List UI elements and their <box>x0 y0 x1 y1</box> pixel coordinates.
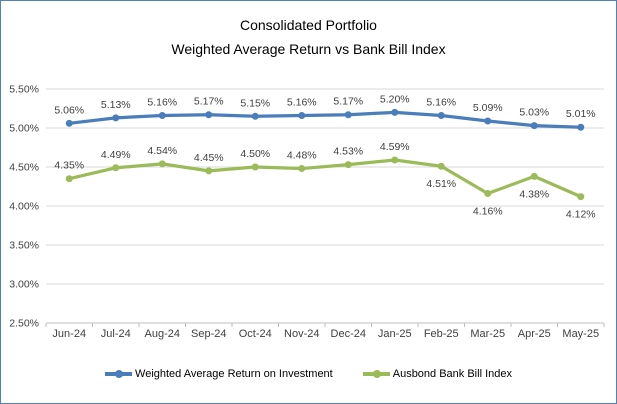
series-line <box>67 158 583 199</box>
data-label: 4.35% <box>54 160 84 172</box>
data-point <box>577 123 585 131</box>
line-chart-plot-area: 5.50% 5.00% 4.50% 4.00% 3.50% 3.00% 2.50% Jun-2… <box>9 84 605 340</box>
data-point <box>391 156 399 164</box>
data-point <box>437 112 445 120</box>
x-axis-label: Nov-24 <box>284 328 319 340</box>
data-label: 5.13% <box>101 99 131 111</box>
chart-legend: Weighted Average Return on Investment Au… <box>1 368 616 380</box>
data-label: 4.45% <box>194 152 224 164</box>
data-label: 5.16% <box>426 97 456 109</box>
data-label: 4.49% <box>101 149 131 161</box>
data-point <box>298 165 306 173</box>
data-point <box>530 172 538 180</box>
data-label: 4.51% <box>426 178 456 190</box>
data-label: 4.12% <box>566 209 596 221</box>
chart-title-line2: Weighted Average Return vs Bank Bill Ind… <box>171 41 446 57</box>
x-axis-label: Oct-24 <box>239 328 272 340</box>
data-label: 5.17% <box>333 96 363 108</box>
data-point <box>437 162 445 170</box>
x-axis-label: Mar-25 <box>470 328 505 340</box>
data-point <box>298 112 306 120</box>
data-label: 5.03% <box>519 107 549 119</box>
y-axis-label: 3.00% <box>9 279 39 291</box>
series-line <box>67 110 583 129</box>
data-point <box>484 117 492 125</box>
green-line-marker-icon <box>362 370 390 378</box>
data-label: 5.01% <box>566 108 596 120</box>
data-label: 5.17% <box>194 96 224 108</box>
y-axis-label: 5.00% <box>9 123 39 135</box>
data-point <box>158 160 166 168</box>
data-point <box>344 161 352 169</box>
legend-label-weighted-average-return: Weighted Average Return on Investment <box>135 368 333 380</box>
data-point <box>205 167 213 175</box>
data-point <box>112 114 120 122</box>
data-label: 5.16% <box>287 97 317 109</box>
data-label: 4.54% <box>147 145 177 157</box>
data-label: 4.38% <box>519 188 549 200</box>
y-axis-label: 2.50% <box>9 318 39 330</box>
data-point <box>112 164 120 172</box>
data-label: 5.16% <box>147 97 177 109</box>
y-axis-label: 5.50% <box>9 84 39 96</box>
legend-label-ausbond-bank-bill-index: Ausbond Bank Bill Index <box>392 368 512 380</box>
data-point <box>391 108 399 116</box>
data-label: 4.59% <box>380 141 410 153</box>
y-axis-label: 3.50% <box>9 240 39 252</box>
data-point <box>251 112 259 120</box>
legend-item-weighted-average-return: Weighted Average Return on Investment <box>105 368 333 380</box>
data-point <box>577 193 585 201</box>
data-label: 4.53% <box>333 146 363 158</box>
chart-title-line1: Consolidated Portfolio <box>240 17 377 33</box>
data-label: 5.09% <box>473 102 503 114</box>
x-axis-label: May-25 <box>562 328 599 340</box>
y-axis-label: 4.00% <box>9 201 39 213</box>
x-axis-label: Feb-25 <box>424 328 459 340</box>
data-label: 5.15% <box>240 97 270 109</box>
legend-item-ausbond-bank-bill-index: Ausbond Bank Bill Index <box>362 368 512 380</box>
data-point <box>530 122 538 130</box>
x-axis-label: Dec-24 <box>331 328 366 340</box>
data-label: 4.48% <box>287 150 317 162</box>
data-point <box>158 112 166 120</box>
data-label: 5.20% <box>380 93 410 105</box>
x-axis-label: Aug-24 <box>145 328 180 340</box>
x-axis-label: Apr-25 <box>518 328 551 340</box>
chart-title: Consolidated Portfolio Weighted Average … <box>1 13 616 61</box>
data-point <box>65 119 73 127</box>
data-point <box>65 175 73 183</box>
data-label: 4.16% <box>473 206 503 218</box>
x-axis-label: Sep-24 <box>191 328 226 340</box>
data-label: 4.50% <box>240 148 270 160</box>
x-axis-label: Jul-24 <box>101 328 131 340</box>
data-point <box>205 111 213 119</box>
data-point <box>484 190 492 198</box>
blue-line-marker-icon <box>105 370 133 378</box>
y-axis-label: 4.50% <box>9 162 39 174</box>
x-axis-label: Jun-24 <box>52 328 86 340</box>
data-label: 5.06% <box>54 104 84 116</box>
data-point <box>344 111 352 119</box>
x-axis-label: Jan-25 <box>378 328 412 340</box>
data-point <box>251 163 259 171</box>
